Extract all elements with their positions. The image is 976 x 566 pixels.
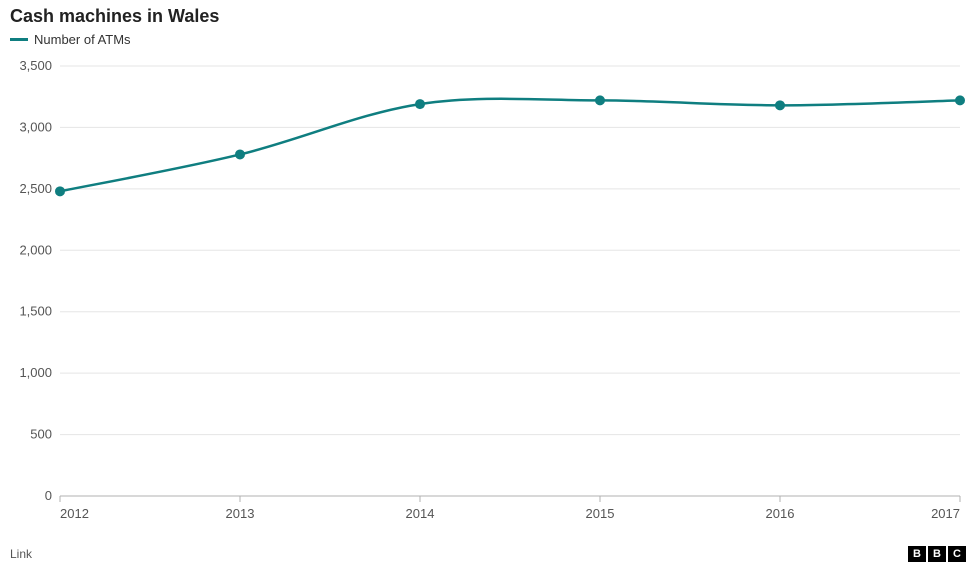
legend: Number of ATMs: [10, 32, 131, 47]
x-axis-label: 2015: [586, 506, 615, 521]
chart-title: Cash machines in Wales: [10, 6, 219, 27]
legend-label: Number of ATMs: [34, 32, 131, 47]
y-axis-label: 500: [30, 427, 52, 442]
x-axis-label: 2017: [931, 506, 960, 521]
data-point: [415, 99, 425, 109]
bbc-logo: B B C: [908, 546, 966, 562]
bbc-logo-block: B: [928, 546, 946, 562]
series-line: [60, 99, 960, 192]
x-axis-label: 2012: [60, 506, 89, 521]
bbc-logo-block: C: [948, 546, 966, 562]
y-axis-label: 2,500: [19, 181, 52, 196]
x-axis-label: 2016: [766, 506, 795, 521]
y-axis-label: 1,500: [19, 304, 52, 319]
footer-link[interactable]: Link: [10, 547, 32, 561]
y-axis-label: 2,000: [19, 242, 52, 257]
bbc-logo-block: B: [908, 546, 926, 562]
data-point: [55, 186, 65, 196]
y-axis-label: 0: [45, 488, 52, 503]
legend-swatch: [10, 38, 28, 41]
data-point: [595, 95, 605, 105]
data-point: [775, 100, 785, 110]
data-point: [955, 95, 965, 105]
chart-container: Cash machines in Wales Number of ATMs 0 5…: [0, 0, 976, 566]
y-axis-label: 3,000: [19, 119, 52, 134]
y-axis-label: 1,000: [19, 365, 52, 380]
x-axis-label: 2013: [226, 506, 255, 521]
x-axis-label: 2014: [406, 506, 435, 521]
y-axis-label: 3,500: [19, 58, 52, 73]
chart-plot: 0 500 1,000 1,500 2,000 2,500 3,000 3,500 2012 20…: [0, 56, 976, 526]
data-point: [235, 149, 245, 159]
footer: Link B B C: [10, 546, 966, 562]
